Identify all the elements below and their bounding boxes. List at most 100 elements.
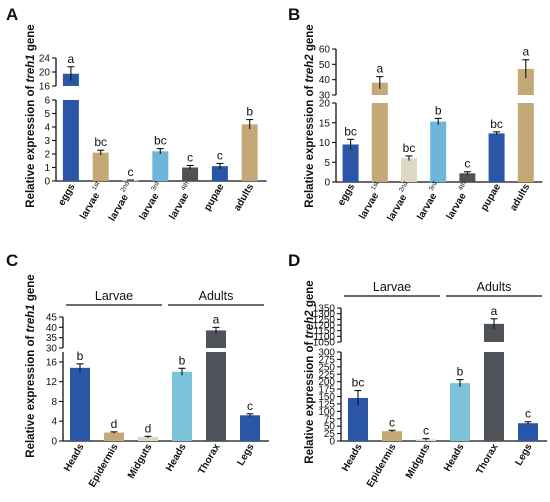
x-tick-label: larvae1st bbox=[355, 180, 387, 221]
bar bbox=[484, 352, 504, 441]
bar bbox=[241, 124, 258, 181]
panel-letter: A bbox=[6, 5, 18, 24]
group-label: Adults bbox=[199, 289, 234, 303]
significance-letter: b bbox=[435, 103, 442, 117]
x-tick-label-sup: 4th bbox=[457, 180, 468, 192]
y-axis-title-gene: treh2 bbox=[304, 54, 316, 83]
x-tick-label-text: Heads bbox=[164, 442, 189, 474]
y-tick-label: 8 bbox=[51, 397, 57, 408]
bar bbox=[517, 103, 534, 182]
x-tick-label-text: adults bbox=[232, 182, 256, 213]
x-tick-label: Heads bbox=[442, 442, 467, 474]
x-tick-label: larvae4th bbox=[442, 180, 474, 222]
y-tick-label: 0 bbox=[324, 178, 330, 189]
x-tick-label-sup: 1st bbox=[370, 180, 380, 191]
bar bbox=[70, 367, 90, 441]
bar bbox=[182, 167, 199, 181]
significance-letter: a bbox=[376, 62, 383, 76]
x-tick-label: Heads bbox=[340, 442, 365, 474]
bar bbox=[342, 144, 359, 182]
y-tick-label: 30 bbox=[46, 344, 58, 355]
significance-letter: a bbox=[68, 52, 75, 66]
x-tick-label-text: Thorax bbox=[196, 442, 222, 477]
significance-letter: bc bbox=[94, 135, 107, 149]
significance-letter: bc bbox=[403, 141, 416, 155]
y-tick-label: 300 bbox=[318, 348, 335, 359]
panel-letter: D bbox=[288, 251, 300, 270]
x-tick-label-text: larvae bbox=[385, 192, 409, 223]
x-tick-label-text: Midguts bbox=[404, 442, 433, 481]
x-tick-label: Thorax bbox=[196, 442, 222, 477]
y-tick-label: 35 bbox=[46, 333, 58, 344]
x-tick-label-text: larvae bbox=[415, 191, 439, 222]
x-tick-label: Epidermis bbox=[365, 442, 399, 490]
y-tick-label: 1300 bbox=[313, 309, 336, 320]
bar bbox=[138, 437, 158, 441]
y-tick-label: 12 bbox=[46, 377, 58, 388]
y-tick-label: 4 bbox=[44, 123, 50, 134]
x-tick-label-text: eggs bbox=[56, 182, 77, 208]
y-axis-title-suffix: gene bbox=[25, 274, 37, 304]
y-axis-title-suffix: gene bbox=[304, 280, 316, 310]
bar bbox=[172, 371, 192, 441]
y-tick-label: 45 bbox=[46, 313, 58, 324]
x-tick-label: Heads bbox=[62, 442, 87, 474]
x-tick-label-sup: 2nd bbox=[120, 180, 132, 193]
significance-letter: b bbox=[246, 105, 253, 119]
significance-letter: c bbox=[389, 415, 395, 429]
group-label: Larvae bbox=[373, 280, 411, 294]
y-tick-label: 0 bbox=[329, 437, 335, 448]
y-tick-label: 3 bbox=[44, 136, 50, 147]
bar bbox=[62, 100, 79, 181]
y-tick-label: 30 bbox=[319, 91, 331, 102]
x-tick-label-sup: 4th bbox=[180, 180, 191, 192]
x-tick-label-text: larvae bbox=[445, 191, 469, 222]
y-tick-label: 16 bbox=[46, 357, 58, 368]
bar bbox=[488, 133, 505, 182]
y-axis-title: Relative expression of treh1 gene bbox=[25, 24, 37, 207]
y-tick-label: 24 bbox=[39, 54, 51, 65]
x-tick-label-sup: 3rd bbox=[428, 180, 439, 192]
y-tick-label: 1150 bbox=[313, 326, 335, 337]
bar bbox=[240, 415, 260, 441]
x-tick-label-text: Thorax bbox=[474, 442, 500, 477]
x-tick-label: Epidermis bbox=[87, 442, 121, 490]
x-tick-label-sup: 2nd bbox=[398, 180, 410, 193]
x-tick-label: Thorax bbox=[474, 442, 500, 477]
x-tick-label: Midguts bbox=[404, 442, 433, 481]
bar bbox=[450, 383, 470, 441]
significance-letter: c bbox=[128, 165, 134, 179]
y-tick-label: 0 bbox=[44, 177, 50, 188]
bar bbox=[371, 103, 388, 182]
x-tick-label-sup: 3rd bbox=[150, 180, 161, 192]
group-label: Larvae bbox=[95, 289, 133, 303]
significance-letter: d bbox=[111, 417, 118, 431]
x-tick-label-text: larvae bbox=[107, 192, 131, 223]
y-axis-title-suffix: gene bbox=[304, 24, 316, 54]
y-tick-label: 2 bbox=[44, 150, 50, 161]
y-tick-label: 0 bbox=[51, 437, 57, 448]
x-tick-label-text: pupae bbox=[202, 182, 226, 213]
y-tick-label: 16 bbox=[39, 82, 51, 93]
bar bbox=[104, 432, 124, 441]
y-tick-label: 225 bbox=[318, 370, 335, 381]
x-tick-label-text: eggs bbox=[336, 182, 357, 208]
y-tick-label: 175 bbox=[318, 385, 335, 396]
x-tick-label-text: Midguts bbox=[126, 442, 155, 481]
y-tick-label: 60 bbox=[319, 45, 331, 56]
x-tick-label: larvae2nd bbox=[104, 180, 137, 223]
x-tick-label-text: larvae bbox=[137, 191, 161, 222]
x-tick-label: larvae3rd bbox=[413, 180, 445, 222]
y-tick-label: 100 bbox=[318, 407, 335, 418]
significance-letter: bc bbox=[154, 134, 167, 148]
y-tick-label: 75 bbox=[324, 414, 336, 425]
significance-letter: b bbox=[457, 365, 464, 379]
y-tick-label: 4 bbox=[51, 417, 57, 428]
x-tick-label-text: adults bbox=[508, 182, 532, 213]
bar bbox=[152, 151, 169, 181]
significance-letter: d bbox=[145, 421, 152, 435]
bar bbox=[348, 397, 368, 441]
y-tick-label: 40 bbox=[46, 323, 58, 334]
